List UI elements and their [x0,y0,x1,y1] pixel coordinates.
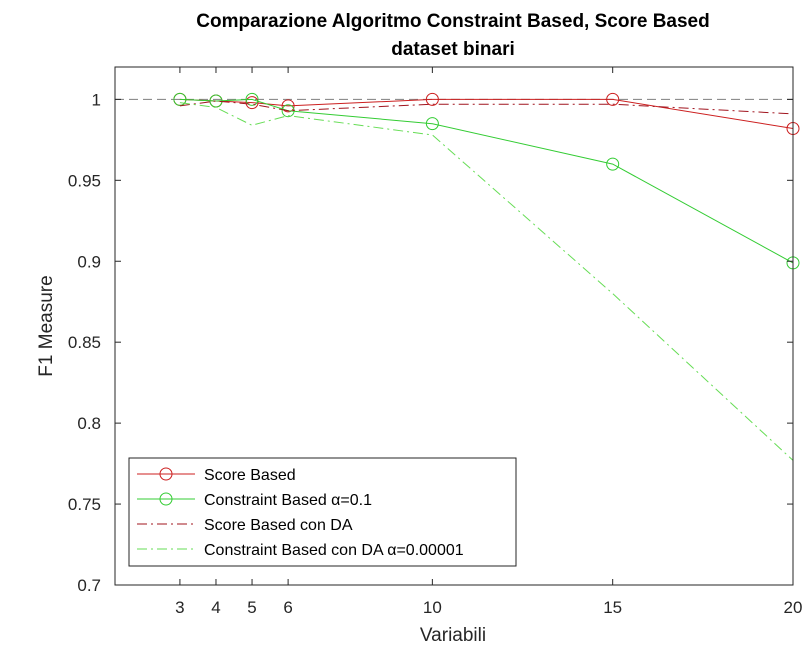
plot-area: 3 4 5 6 10 15 20 0.7 0.75 0.8 0.85 0.9 0.95 1 [68,66,803,617]
legend-label-2: Score Based con DA [204,517,353,534]
data-point-s0-5 [606,92,620,106]
x-tick-label-4: 10 [423,598,442,617]
y-tick-label-1: 0.75 [68,495,101,514]
data-point-s0-2 [245,96,259,110]
y-tick-label-5: 0.95 [68,171,101,190]
y-tick-label-3: 0.85 [68,333,101,352]
legend-label-1: Constraint Based α=0.1 [204,492,372,509]
data-point-s1-0 [173,92,187,106]
legend-box [128,457,517,567]
axes-box [114,66,794,586]
x-tick-label-5: 15 [603,598,622,617]
series-line-1 [179,98,794,264]
y-tick-label-0: 0.7 [77,576,101,595]
data-point-s1-1 [209,94,223,108]
y-tick-label-2: 0.8 [77,414,101,433]
data-point-s1-5 [606,157,620,171]
series-line-2 [179,100,794,115]
data-point-s0-3 [281,99,295,113]
legend-marker-0 [159,467,173,481]
legend-label-3: Constraint Based con DA α=0.00001 [204,542,464,559]
legend-label-0: Score Based [204,467,296,484]
series-line-3 [179,102,794,461]
y-tick-label-4: 0.9 [77,252,101,271]
data-point-s1-2 [245,92,259,106]
y-tick-label-6: 1 [92,90,101,109]
x-tick-label-3: 6 [283,598,292,617]
x-tick-label-0: 3 [175,598,184,617]
x-tick-label-1: 4 [211,598,220,617]
legend: Score Based Constraint Based α=0.1 Score B… [128,457,517,567]
data-point-s1-4 [425,117,439,131]
chart-title: Comparazione Algoritmo Constraint Based,… [196,11,709,32]
x-axis-label: Variabili [420,625,486,646]
x-tick-label-6: 20 [784,598,803,617]
x-tick-label-2: 5 [247,598,256,617]
chart-subtitle: dataset binari [391,39,515,60]
legend-marker-1 [159,492,173,506]
data-point-s0-4 [425,92,439,106]
y-axis-label: F1 Measure [36,275,57,376]
